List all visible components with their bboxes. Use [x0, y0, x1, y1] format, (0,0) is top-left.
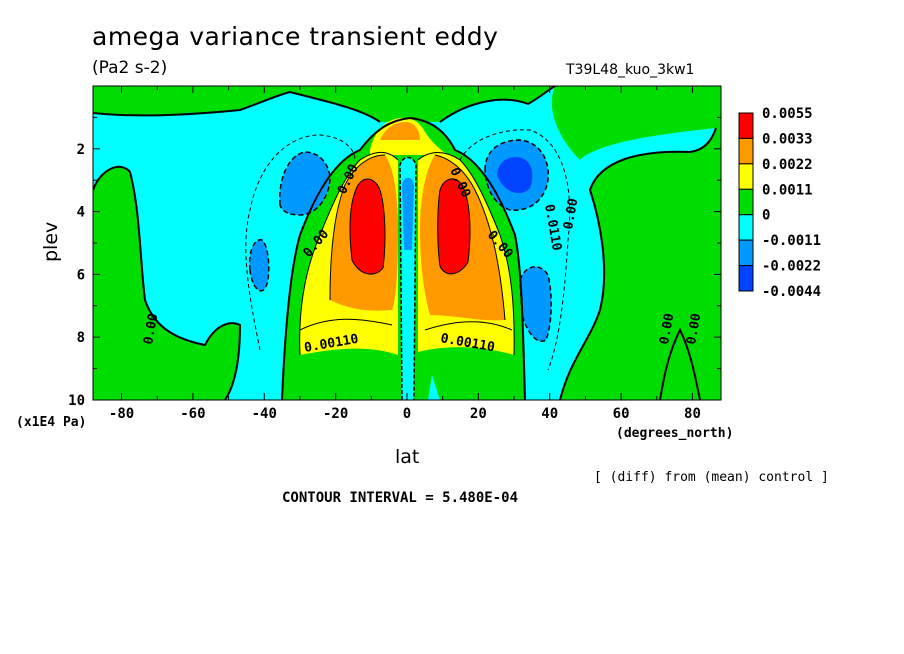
contour-interval: CONTOUR INTERVAL = 5.480E-04 [282, 490, 519, 506]
contour-neg-right-lower [519, 266, 552, 342]
colorbar-label: 0.0033 [762, 131, 813, 147]
run-label: T39L48_kuo_3kw1 [566, 62, 695, 78]
x-tick-label: 40 [541, 406, 558, 422]
fill-red-right [437, 178, 470, 274]
contour-red-right [437, 178, 471, 275]
contour-central-tongue [399, 156, 417, 400]
colorbar-label: 0.0022 [762, 157, 813, 173]
x-tick-label: -60 [180, 406, 205, 422]
x-tick-label: 0 [403, 406, 411, 422]
contour-pos-left [299, 152, 399, 356]
y-tick-label: 4 [77, 205, 85, 221]
colorbar-label: 0.0055 [762, 106, 813, 122]
fill-green-right [551, 86, 721, 400]
y-tick-label: 6 [77, 267, 85, 283]
colorbar-swatch [738, 163, 754, 190]
colorbar: 0.0055 0.0033 0.0022 0.0011 0 -0.0011 -0.0022 -… [738, 106, 821, 300]
fill-cyan-bottom-notch [428, 375, 440, 400]
y-tick-label: 8 [77, 330, 85, 346]
fill-red-left [350, 178, 385, 275]
contour-pos-left-inner [329, 154, 386, 301]
colorbar-label: 0 [762, 208, 770, 224]
contour-lines [93, 86, 717, 400]
contour-pos-right-inner [434, 154, 506, 321]
colorbar-label: -0.0022 [762, 259, 821, 275]
contour-neg-left-dashed [245, 134, 356, 351]
x-tick-label: 60 [613, 406, 630, 422]
contour-label: 0.00 [657, 312, 677, 346]
x-axis-unit: (degrees_north) [616, 426, 734, 441]
fill-darkblue-right [497, 157, 533, 194]
comparison-note: [ (diff) from (mean) control ] [594, 470, 829, 485]
colorbar-swatch [738, 214, 754, 241]
colorbar-swatch [738, 137, 754, 165]
x-tick-label: 80 [684, 406, 701, 422]
contour-zero-core [281, 116, 526, 400]
contour-neg-right-dashed [459, 129, 571, 371]
contour-zero-top [93, 90, 381, 123]
colorbar-label: -0.0044 [762, 284, 821, 300]
contour-red-left [349, 178, 386, 275]
x-axis-title: lat [395, 446, 419, 468]
y-tick-label: 10 [68, 393, 85, 409]
fill-blue-right-lower [520, 266, 552, 342]
contour-zero-right [559, 127, 717, 400]
contour-neg-right-blue [484, 139, 549, 211]
x-tick-label: -80 [109, 406, 134, 422]
contour-pos-left-base [299, 318, 393, 331]
contour-zero-right-strip [659, 327, 701, 400]
contour-label: 0.00 [684, 312, 704, 346]
contour-label: 0.00 [141, 312, 161, 346]
x-tick-label: -20 [323, 406, 348, 422]
x-tick-label: 20 [470, 406, 487, 422]
contour-pos-right [417, 152, 515, 356]
axes: -80 -60 -40 -20 0 20 40 60 80 2 4 6 8 10 [68, 86, 721, 422]
chart-title: amega variance transient eddy [92, 22, 499, 51]
colorbar-swatch [738, 112, 754, 139]
contour-label: 0.00 [561, 197, 581, 231]
fill-orange-top [380, 122, 420, 140]
fill-blue-left-small [249, 239, 269, 291]
chart-units: (Pa2 s-2) [92, 58, 168, 78]
contour-neg-left-blue [279, 151, 331, 216]
fill-green-left-strip [93, 166, 240, 400]
y-axis-unit: (x1E4 Pa) [16, 415, 87, 430]
y-tick-label: 2 [77, 142, 85, 158]
colorbar-swatch [738, 239, 754, 267]
x-tick-label: -40 [252, 406, 277, 422]
fill-blue-left-core [304, 164, 323, 192]
contour-zero-right-top [439, 86, 556, 123]
contour-pos-right-base [424, 321, 513, 331]
colorbar-label: -0.0011 [762, 233, 821, 249]
contour-zero-left [93, 165, 242, 400]
filled-contours [93, 86, 721, 400]
fill-central-tongue-blue [402, 177, 414, 250]
colorbar-label: 0.0011 [762, 182, 813, 198]
fill-green-top [93, 86, 555, 122]
colorbar-swatch [738, 265, 754, 292]
y-axis-title: plev [40, 222, 62, 262]
colorbar-swatch [738, 188, 754, 216]
